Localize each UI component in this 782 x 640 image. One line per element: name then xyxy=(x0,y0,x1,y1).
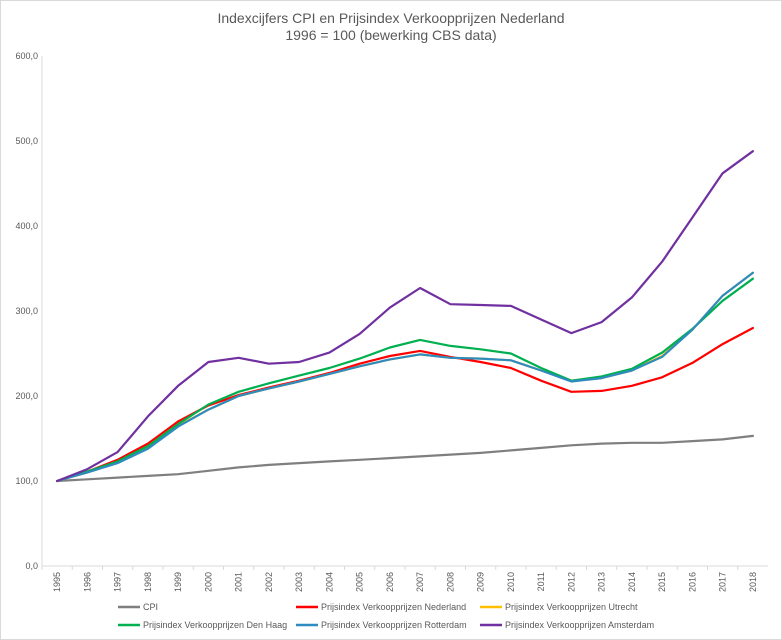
axes xyxy=(41,56,768,567)
x-tick-label: 1995 xyxy=(52,572,62,592)
y-tick-label: 600,0 xyxy=(15,51,38,61)
legend-label: Prijsindex Verkoopprijzen Utrecht xyxy=(505,602,638,612)
legend-item-prijsindex-verkoopprijzen-amsterdam: Prijsindex Verkoopprijzen Amsterdam xyxy=(480,620,654,630)
x-tick-label: 1996 xyxy=(82,572,92,592)
x-tick-label: 2003 xyxy=(294,572,304,592)
x-tick-label: 2008 xyxy=(445,572,455,592)
series-line-prijsindex-verkoopprijzen-rotterdam xyxy=(55,271,755,483)
legend-item-prijsindex-verkoopprijzen-rotterdam: Prijsindex Verkoopprijzen Rotterdam xyxy=(296,620,467,630)
series-lines xyxy=(55,150,755,483)
x-tick-label: 2015 xyxy=(657,572,667,592)
x-tick-label: 2000 xyxy=(203,572,213,592)
series-line-prijsindex-verkoopprijzen-nederland xyxy=(55,326,755,483)
y-tick-label: 0,0 xyxy=(25,561,38,571)
x-tick-label: 2011 xyxy=(536,572,546,591)
legend-label: Prijsindex Verkoopprijzen Amsterdam xyxy=(505,620,654,630)
x-tick-label: 2016 xyxy=(687,572,697,592)
series-line-prijsindex-verkoopprijzen-den-haag xyxy=(55,277,755,483)
x-tick-label: 2007 xyxy=(415,572,425,592)
x-tick-label: 2017 xyxy=(718,572,728,592)
y-tick-label: 500,0 xyxy=(15,136,38,146)
legend-label: CPI xyxy=(143,602,158,612)
x-tick-label: 2006 xyxy=(385,572,395,592)
legend-item-prijsindex-verkoopprijzen-nederland: Prijsindex Verkoopprijzen Nederland xyxy=(296,602,466,612)
x-tick-label: 1999 xyxy=(173,572,183,592)
x-tick-label: 2004 xyxy=(324,572,334,592)
y-axis-ticks: 0,0 100,0 200,0 300,0 400,0 500,0 600,0 xyxy=(15,51,38,571)
series-line-cpi xyxy=(55,434,755,483)
x-tick-label: 2010 xyxy=(506,572,516,592)
legend-item-cpi: CPI xyxy=(118,602,158,612)
chart-subtitle: 1996 = 100 (bewerking CBS data) xyxy=(285,27,497,43)
y-tick-label: 300,0 xyxy=(15,306,38,316)
y-tick-label: 200,0 xyxy=(15,391,38,401)
legend-item-prijsindex-verkoopprijzen-utrecht: Prijsindex Verkoopprijzen Utrecht xyxy=(480,602,638,612)
legend: CPI Prijsindex Verkoopprijzen Nederland Pr… xyxy=(118,602,654,630)
legend-label: Prijsindex Verkoopprijzen Rotterdam xyxy=(321,620,467,630)
y-tick-label: 100,0 xyxy=(15,476,38,486)
chart-title: Indexcijfers CPI en Prijsindex Verkooppr… xyxy=(217,10,565,26)
series-line-prijsindex-verkoopprijzen-amsterdam xyxy=(55,150,755,483)
x-tick-label: 1997 xyxy=(113,572,123,592)
x-tick-label: 2001 xyxy=(234,572,244,592)
x-axis-ticks: 1995 1996 1997 1998 1999 2000 2001 2002 2003 2004… xyxy=(41,566,758,592)
legend-label: Prijsindex Verkoopprijzen Nederland xyxy=(321,602,466,612)
y-tick-label: 400,0 xyxy=(15,221,38,231)
x-tick-label: 2013 xyxy=(597,572,607,592)
series-line-prijsindex-verkoopprijzen-utrecht xyxy=(55,271,755,483)
x-tick-label: 2009 xyxy=(476,572,486,592)
legend-label: Prijsindex Verkoopprijzen Den Haag xyxy=(143,620,287,630)
legend-item-prijsindex-verkoopprijzen-den-haag: Prijsindex Verkoopprijzen Den Haag xyxy=(118,620,287,630)
x-tick-label: 2014 xyxy=(627,572,637,592)
x-tick-label: 2012 xyxy=(566,572,576,592)
x-tick-label: 1998 xyxy=(143,572,153,592)
x-tick-label: 2005 xyxy=(355,572,365,592)
x-tick-label: 2018 xyxy=(748,572,758,592)
x-tick-label: 2002 xyxy=(264,572,274,592)
